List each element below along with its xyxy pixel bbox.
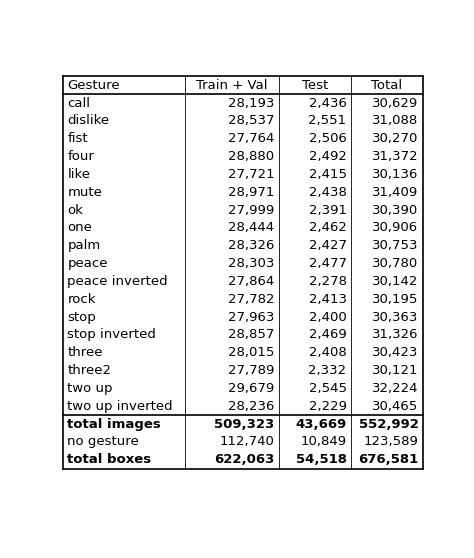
Text: two up inverted: two up inverted — [67, 400, 173, 413]
Text: dislike: dislike — [67, 114, 109, 127]
Text: 10,849: 10,849 — [301, 435, 346, 449]
Text: 30,270: 30,270 — [372, 132, 419, 145]
Text: 30,780: 30,780 — [372, 257, 419, 270]
Text: 43,669: 43,669 — [295, 417, 346, 431]
Text: no gesture: no gesture — [67, 435, 139, 449]
Text: peace: peace — [67, 257, 108, 270]
Text: 552,992: 552,992 — [359, 417, 419, 431]
Text: 2,462: 2,462 — [309, 222, 346, 234]
Text: 2,492: 2,492 — [309, 150, 346, 163]
Text: 29,679: 29,679 — [228, 382, 274, 395]
Text: one: one — [67, 222, 92, 234]
Text: three: three — [67, 347, 103, 359]
Text: 2,415: 2,415 — [309, 168, 346, 181]
Text: 32,224: 32,224 — [372, 382, 419, 395]
Text: palm: palm — [67, 239, 100, 252]
Text: 123,589: 123,589 — [364, 435, 419, 449]
Text: 622,063: 622,063 — [214, 453, 274, 466]
Text: 27,864: 27,864 — [228, 275, 274, 288]
Text: call: call — [67, 97, 91, 110]
Text: 30,753: 30,753 — [372, 239, 419, 252]
Text: 27,764: 27,764 — [228, 132, 274, 145]
Text: 2,438: 2,438 — [309, 186, 346, 199]
Text: 31,409: 31,409 — [372, 186, 419, 199]
Text: 2,506: 2,506 — [309, 132, 346, 145]
Text: 2,436: 2,436 — [309, 97, 346, 110]
Text: 2,477: 2,477 — [309, 257, 346, 270]
Text: 28,880: 28,880 — [228, 150, 274, 163]
Text: 28,326: 28,326 — [228, 239, 274, 252]
Text: ok: ok — [67, 204, 83, 217]
Text: 31,326: 31,326 — [372, 329, 419, 341]
Text: 2,278: 2,278 — [309, 275, 346, 288]
Text: 112,740: 112,740 — [219, 435, 274, 449]
Text: 2,469: 2,469 — [309, 329, 346, 341]
Text: 2,408: 2,408 — [309, 347, 346, 359]
Text: mute: mute — [67, 186, 102, 199]
Text: 28,857: 28,857 — [228, 329, 274, 341]
Text: total boxes: total boxes — [67, 453, 152, 466]
Text: Test: Test — [302, 79, 328, 92]
Text: 30,142: 30,142 — [372, 275, 419, 288]
Text: three2: three2 — [67, 364, 111, 377]
Text: Train + Val: Train + Val — [196, 79, 268, 92]
Text: 2,229: 2,229 — [309, 400, 346, 413]
Text: 30,465: 30,465 — [372, 400, 419, 413]
Text: like: like — [67, 168, 91, 181]
Text: 28,236: 28,236 — [228, 400, 274, 413]
Text: 28,303: 28,303 — [228, 257, 274, 270]
Text: 509,323: 509,323 — [214, 417, 274, 431]
Text: 27,963: 27,963 — [228, 311, 274, 324]
Text: 30,906: 30,906 — [373, 222, 419, 234]
Text: 2,332: 2,332 — [309, 364, 346, 377]
Text: 31,088: 31,088 — [372, 114, 419, 127]
Text: 30,121: 30,121 — [372, 364, 419, 377]
Text: 2,551: 2,551 — [309, 114, 346, 127]
Text: 2,391: 2,391 — [309, 204, 346, 217]
Text: 27,999: 27,999 — [228, 204, 274, 217]
Text: 2,427: 2,427 — [309, 239, 346, 252]
Text: 27,782: 27,782 — [228, 293, 274, 306]
Text: Total: Total — [371, 79, 402, 92]
Text: stop inverted: stop inverted — [67, 329, 156, 341]
Text: four: four — [67, 150, 94, 163]
Text: 27,721: 27,721 — [228, 168, 274, 181]
Text: 28,193: 28,193 — [228, 97, 274, 110]
Text: 30,363: 30,363 — [372, 311, 419, 324]
Text: 28,015: 28,015 — [228, 347, 274, 359]
Text: fist: fist — [67, 132, 88, 145]
Text: total images: total images — [67, 417, 161, 431]
Text: 30,195: 30,195 — [372, 293, 419, 306]
Text: Gesture: Gesture — [67, 79, 120, 92]
Text: 28,444: 28,444 — [228, 222, 274, 234]
Text: 2,413: 2,413 — [309, 293, 346, 306]
Text: 2,545: 2,545 — [309, 382, 346, 395]
Text: 31,372: 31,372 — [372, 150, 419, 163]
Text: 676,581: 676,581 — [358, 453, 419, 466]
Text: 30,423: 30,423 — [372, 347, 419, 359]
Text: two up: two up — [67, 382, 113, 395]
Text: peace inverted: peace inverted — [67, 275, 168, 288]
Text: 30,390: 30,390 — [372, 204, 419, 217]
Text: 28,971: 28,971 — [228, 186, 274, 199]
Text: 2,400: 2,400 — [309, 311, 346, 324]
Text: 28,537: 28,537 — [228, 114, 274, 127]
Text: 30,136: 30,136 — [372, 168, 419, 181]
Text: rock: rock — [67, 293, 96, 306]
Text: 27,789: 27,789 — [228, 364, 274, 377]
Text: stop: stop — [67, 311, 96, 324]
Text: 30,629: 30,629 — [372, 97, 419, 110]
Text: 54,518: 54,518 — [295, 453, 346, 466]
